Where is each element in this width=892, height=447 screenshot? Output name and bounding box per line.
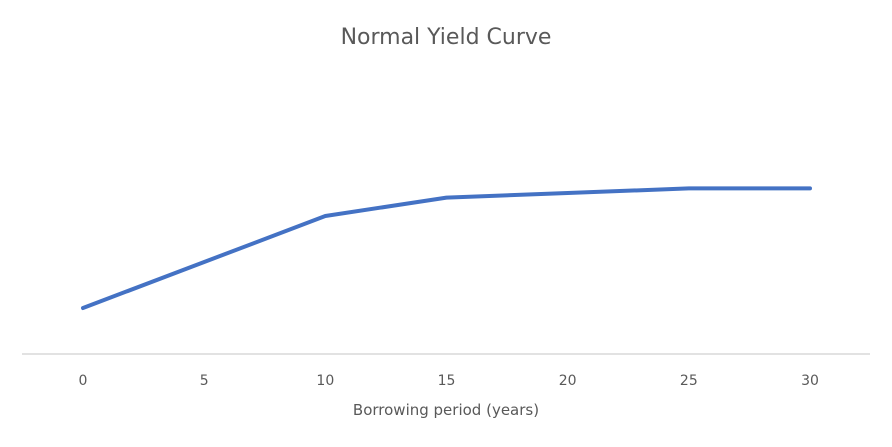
x-tick-label: 20 <box>559 373 577 389</box>
x-tick-label: 5 <box>200 373 209 389</box>
x-tick-label: 0 <box>79 373 88 389</box>
chart-title: Normal Yield Curve <box>341 25 552 50</box>
x-axis-title: Borrowing period (years) <box>353 401 539 419</box>
x-tick-label: 15 <box>438 373 456 389</box>
series-layer <box>81 186 812 310</box>
x-tick-label: 30 <box>801 373 819 389</box>
x-tick-label: 25 <box>680 373 698 389</box>
x-tick-label: 10 <box>316 373 334 389</box>
series-line-0 <box>81 186 812 310</box>
x-axis-ticks: 0 5 10 15 20 25 30 <box>79 373 819 389</box>
